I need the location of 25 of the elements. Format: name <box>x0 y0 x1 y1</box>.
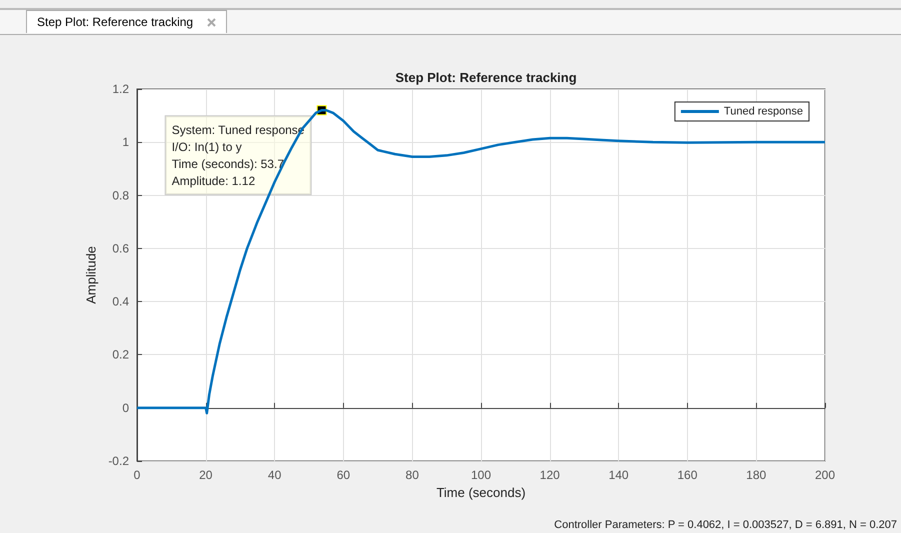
y-tick-label: 1.2 <box>112 82 130 96</box>
text: Step Plot: Reference tracking <box>37 14 194 31</box>
legend-label: Tuned response <box>724 106 804 118</box>
x-tick-label: 180 <box>746 468 767 482</box>
x-tick-label: 140 <box>608 468 629 482</box>
x-tick-label: 20 <box>199 468 213 482</box>
y-tick-label: 0.6 <box>112 241 130 256</box>
x-tick-label: 200 <box>814 468 836 482</box>
y-tick-label: 0.2 <box>112 348 130 362</box>
x-tick-label: 80 <box>406 468 420 482</box>
x-axis-title: Time (seconds) <box>436 484 526 500</box>
x-tick-label: 120 <box>540 468 560 482</box>
chart-title: Step Plot: Reference tracking <box>395 70 577 85</box>
y-tick-label: -0.2 <box>108 454 130 468</box>
text: Controller Parameters: P = 0.4062, I = 0.003527, D = 6.891, N = 0.207 <box>554 519 897 531</box>
x-tick-label: 40 <box>268 468 282 482</box>
y-tick-label: 0.4 <box>112 294 130 309</box>
x-tick-label: 60 <box>336 468 350 482</box>
x-tick-label: 0 <box>134 468 141 482</box>
y-axis-title: Amplitude <box>83 246 98 304</box>
y-tick-label: 1 <box>122 135 130 150</box>
y-tick-label: 0 <box>122 400 130 415</box>
x-tick-label: 160 <box>677 468 698 482</box>
y-tick-label: 0.8 <box>112 188 130 202</box>
x-tick-label: 100 <box>470 468 492 482</box>
